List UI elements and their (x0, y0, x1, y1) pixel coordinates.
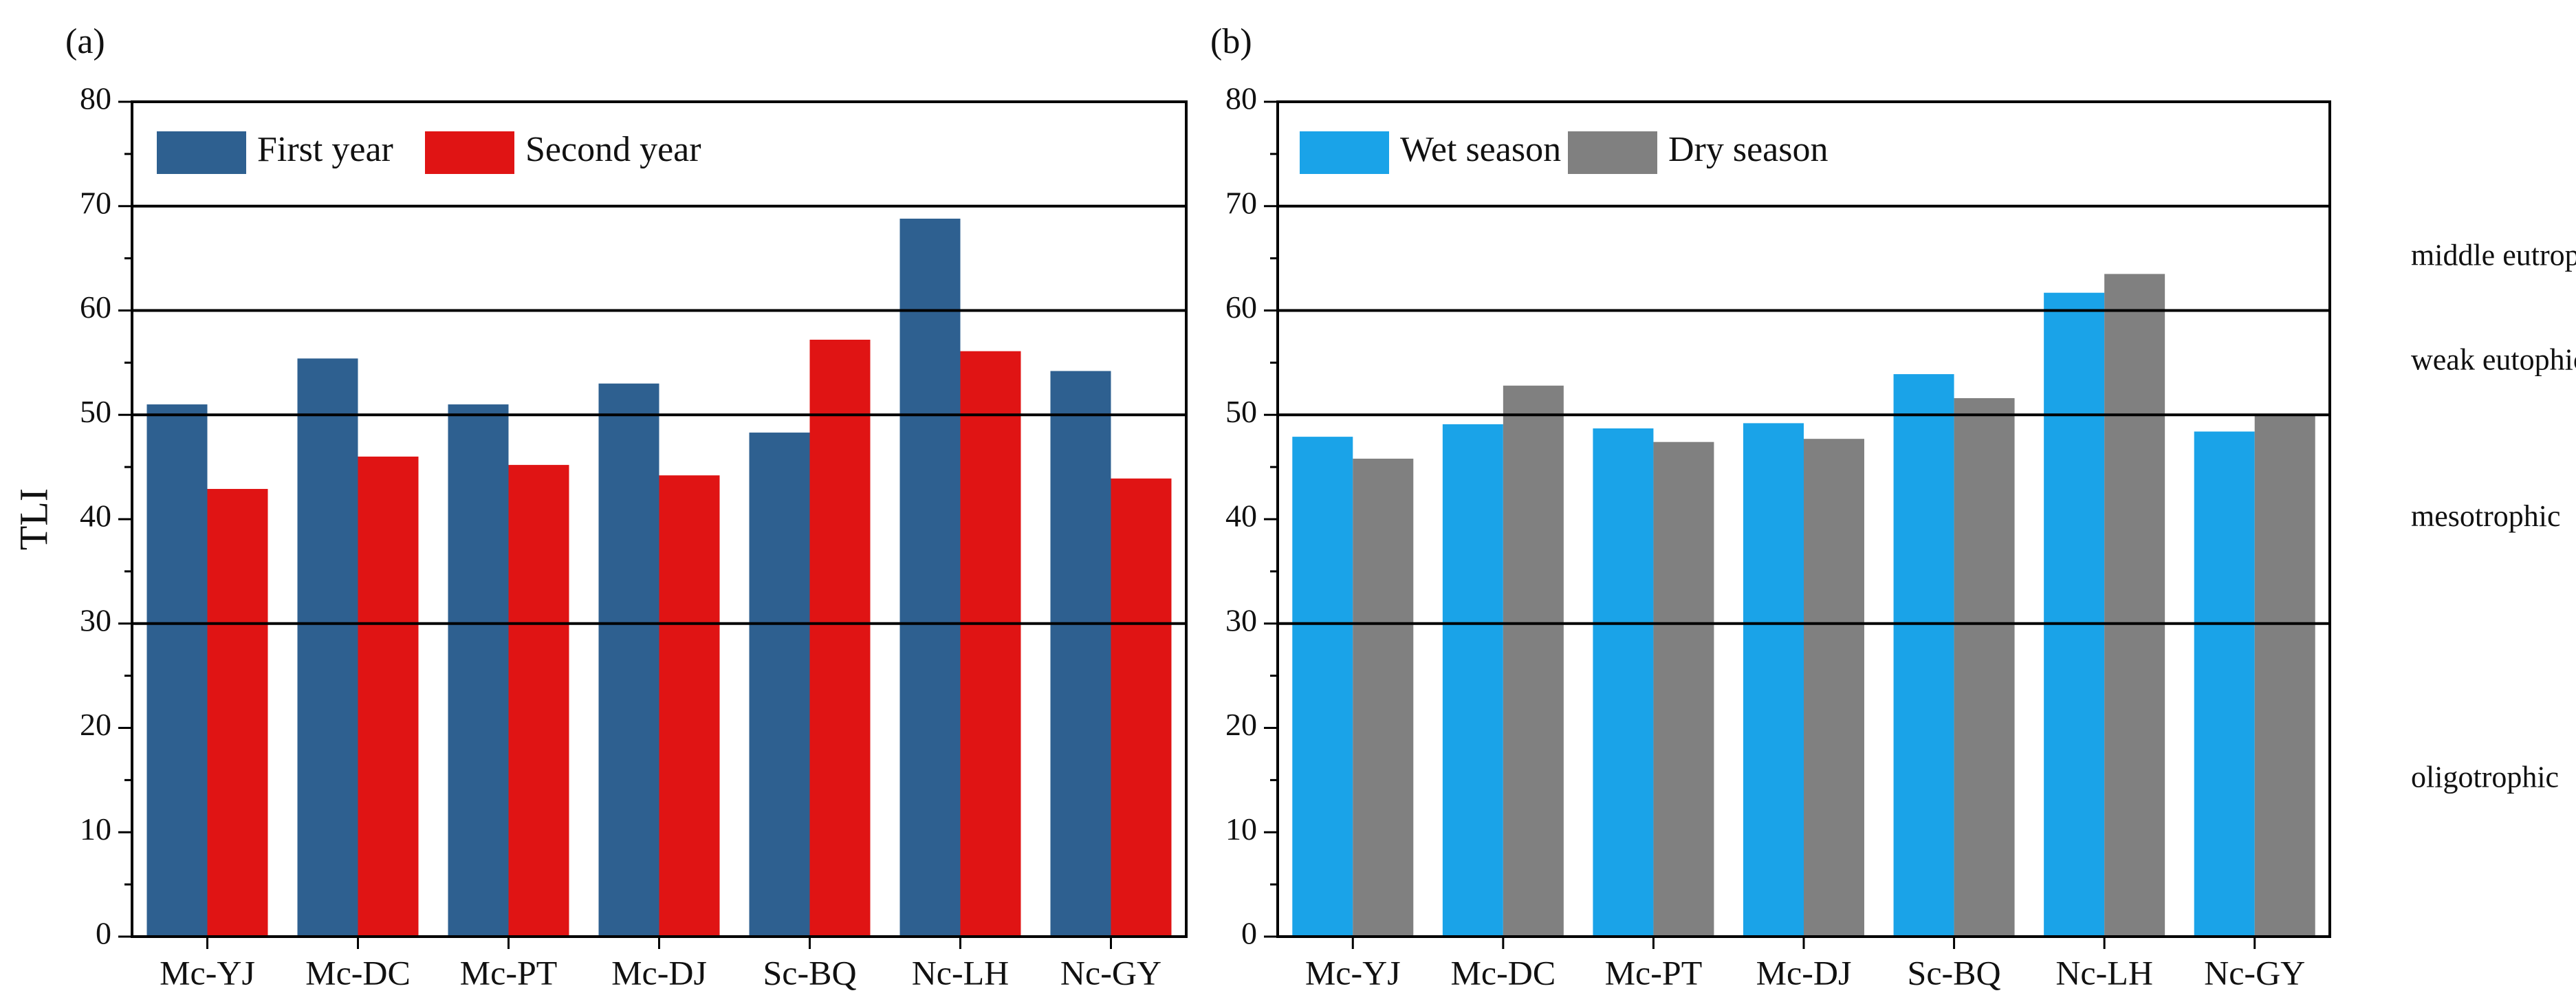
bar-dry-season-mc-dj (1804, 439, 1864, 937)
legend-label: Wet season (1400, 130, 1561, 169)
y-tick-label: 0 (1241, 916, 1257, 951)
bar-dry-season-sc-bq (1954, 397, 2015, 937)
y-tick-label: 30 (1225, 602, 1257, 637)
legend-swatch-wet-season (1300, 131, 1389, 174)
y-tick-label: 80 (1225, 81, 1257, 116)
y-tick-label: 10 (1225, 811, 1257, 847)
bar-dry-season-nc-gy (2254, 415, 2315, 937)
panel-label: (a) (65, 22, 105, 61)
bar-wet-season-sc-bq (1893, 374, 1954, 937)
x-tick-label: Mc-DC (1450, 953, 1556, 992)
bar-second-year-mc-pt (508, 465, 569, 937)
legend-swatch-first-year (157, 131, 246, 174)
x-tick-label: Nc-LH (2055, 953, 2153, 992)
y-tick-label: 70 (80, 185, 111, 220)
x-tick-label: Mc-PT (1605, 953, 1703, 992)
x-axis: Mc-YJ Mc-DC Mc-PT Mc-DJ Sc-BQ Nc-LH Nc-GY (160, 937, 1161, 992)
bars (146, 218, 1172, 937)
y-tick-label: 50 (1225, 394, 1257, 429)
y-tick-label: 20 (1225, 707, 1257, 742)
bar-second-year-nc-lh (960, 351, 1021, 937)
bar-dry-season-mc-pt (1653, 441, 1714, 937)
bar-first-year-mc-yj (146, 404, 208, 937)
legend-swatch-dry-season (1568, 131, 1657, 174)
x-tick-label: Nc-GY (1060, 953, 1161, 992)
bar-second-year-mc-dc (358, 456, 419, 937)
y-tick-label: 60 (1225, 290, 1257, 325)
trophic-zone-labels: middle eutrophic weak eutophic mesotrophic… (2411, 239, 2576, 794)
legend-swatch-second-year (425, 131, 514, 174)
x-tick-label: Mc-DJ (1756, 953, 1852, 992)
x-tick-label: Mc-YJ (1305, 953, 1401, 992)
y-tick-label: 10 (80, 811, 111, 847)
legend: Wet season Dry season (1300, 130, 1829, 174)
bar-first-year-mc-pt (448, 404, 509, 937)
panel-b-chart: (b) 0 10 20 30 40 50 60 70 80 Mc-YJ Mc-DC Mc-PT Mc-DJ… (1210, 22, 2576, 992)
legend-label: Second year (525, 130, 701, 169)
bar-first-year-mc-dj (598, 383, 659, 937)
bar-wet-season-mc-yj (1292, 437, 1353, 937)
bar-dry-season-nc-lh (2104, 274, 2165, 937)
y-axis: 0 10 20 30 40 50 60 70 80 (80, 81, 132, 951)
bar-wet-season-mc-pt (1593, 428, 1654, 937)
x-tick-label: Nc-LH (912, 953, 1009, 992)
bar-wet-season-mc-dc (1442, 424, 1503, 937)
x-tick-label: Sc-BQ (1908, 953, 2001, 992)
y-tick-label: 80 (80, 81, 111, 116)
legend-label: First year (257, 130, 393, 169)
y-tick-label: 20 (80, 707, 111, 742)
bar-wet-season-nc-lh (2044, 292, 2105, 937)
zone-label: oligotrophic (2411, 760, 2559, 794)
y-tick-label: 50 (80, 394, 111, 429)
bar-dry-season-mc-yj (1353, 458, 1414, 937)
y-axis-label: TLI (11, 488, 56, 550)
y-axis: 0 10 20 30 40 50 60 70 80 (1225, 81, 1278, 951)
zone-label: middle eutrophic (2411, 239, 2576, 272)
panel-label: (b) (1210, 22, 1252, 61)
y-tick-label: 40 (1225, 499, 1257, 534)
x-tick-label: Mc-DJ (611, 953, 707, 992)
bar-first-year-sc-bq (749, 433, 810, 937)
y-tick-label: 60 (80, 290, 111, 325)
zone-label: weak eutophic (2411, 342, 2576, 376)
x-tick-label: Mc-PT (460, 953, 558, 992)
bar-second-year-nc-gy (1111, 478, 1172, 937)
panel-a-chart: (a) 0 10 20 30 40 50 60 70 80 Mc-YJ Mc-DC Mc-PT Mc-DJ… (11, 22, 1188, 992)
bar-wet-season-mc-dj (1743, 423, 1804, 937)
x-tick-label: Sc-BQ (763, 953, 856, 992)
bar-second-year-mc-dj (659, 475, 720, 937)
legend-label: Dry season (1668, 130, 1829, 169)
bar-second-year-sc-bq (809, 339, 871, 937)
y-tick-label: 0 (96, 916, 111, 951)
x-tick-label: Mc-DC (305, 953, 411, 992)
x-axis: Mc-YJ Mc-DC Mc-PT Mc-DJ Sc-BQ Nc-LH Nc-GY (1305, 937, 2305, 992)
y-tick-label: 40 (80, 499, 111, 534)
bars (1292, 274, 2315, 937)
bar-second-year-mc-yj (207, 488, 268, 937)
x-tick-label: Mc-YJ (160, 953, 255, 992)
zone-label: mesotrophic (2411, 499, 2561, 533)
y-tick-label: 30 (80, 602, 111, 637)
legend: First year Second year (157, 130, 701, 174)
bar-first-year-nc-lh (899, 218, 961, 937)
bar-first-year-mc-dc (297, 358, 358, 937)
bar-dry-season-mc-dc (1503, 385, 1564, 937)
bar-wet-season-nc-gy (2194, 431, 2255, 937)
bar-first-year-nc-gy (1050, 371, 1111, 937)
y-tick-label: 70 (1225, 185, 1257, 220)
x-tick-label: Nc-GY (2204, 953, 2305, 992)
